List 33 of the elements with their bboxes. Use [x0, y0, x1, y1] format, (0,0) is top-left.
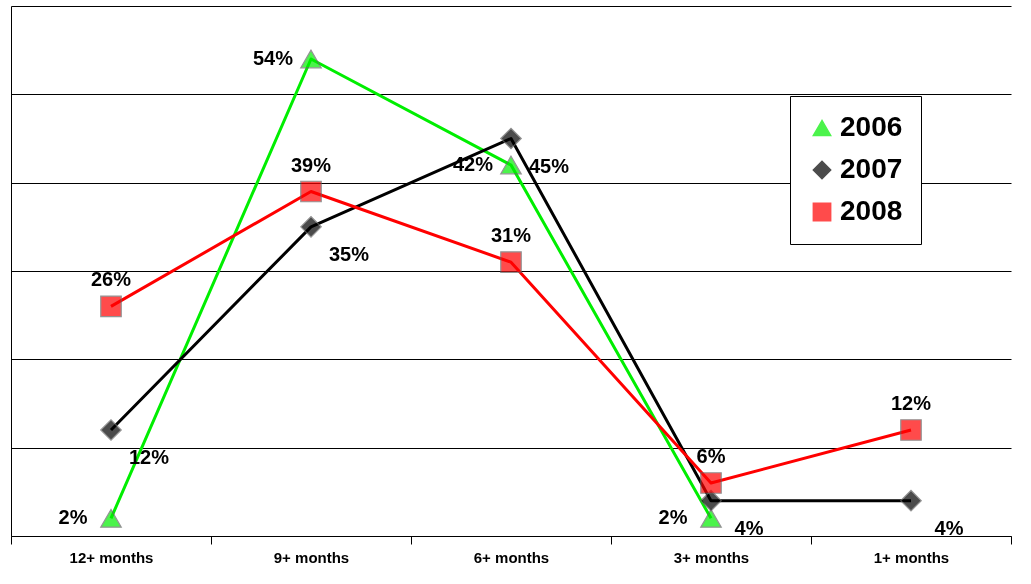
data-label: 4% [934, 516, 964, 539]
data-label: 26% [90, 268, 132, 291]
data-label: 12% [890, 392, 932, 414]
point [300, 180, 322, 203]
data-label: 2% [58, 506, 88, 529]
legend-label: 2008 [840, 195, 903, 226]
x-tick-label: 6+ months [473, 548, 550, 566]
x-tick-label: 1+ months [873, 548, 950, 566]
point [900, 489, 922, 512]
point [500, 251, 522, 274]
point [300, 49, 322, 69]
point [500, 127, 522, 150]
legend-label: 2007 [840, 153, 903, 184]
data-label: 31% [490, 224, 532, 247]
data-label: 6% [696, 445, 726, 467]
legend-label: 2006 [840, 111, 903, 142]
point [700, 472, 722, 494]
data-label: 35% [328, 242, 370, 265]
x-tick-label: 12+ months [69, 548, 154, 566]
point [700, 508, 722, 528]
point [500, 155, 522, 175]
data-label: 4% [734, 516, 764, 539]
x-tick-label: 3+ months [673, 548, 750, 566]
point [900, 419, 922, 441]
data-label: 45% [528, 154, 570, 177]
point [100, 295, 122, 318]
point [300, 215, 322, 238]
point [100, 419, 122, 441]
data-label: 39% [290, 153, 332, 176]
x-tick-label: 9+ months [273, 548, 350, 566]
data-label: 54% [252, 47, 294, 69]
point [100, 508, 122, 528]
data-label: 2% [658, 506, 688, 529]
